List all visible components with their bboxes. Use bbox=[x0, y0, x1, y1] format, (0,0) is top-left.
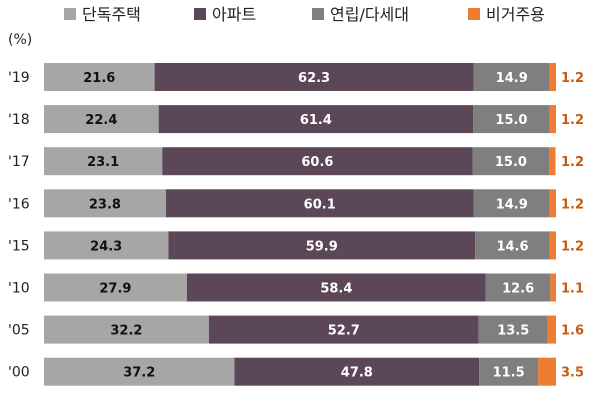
data-label-1-4: 1.2 bbox=[561, 71, 584, 86]
category-label-2: '18 bbox=[8, 112, 30, 128]
data-label-7-2: 52.7 bbox=[328, 324, 360, 339]
legend-swatch-4 bbox=[468, 8, 480, 20]
bar-segment-2-3 bbox=[473, 105, 550, 134]
data-label-5-4: 1.2 bbox=[561, 239, 584, 254]
bar-segment-7-3 bbox=[478, 315, 548, 344]
category-label-8: '00 bbox=[8, 365, 30, 381]
bar-segment-7-1 bbox=[44, 315, 209, 344]
legend-label-2: 아파트 bbox=[212, 5, 256, 24]
data-label-3-2: 60.6 bbox=[301, 155, 333, 170]
data-label-4-3: 14.9 bbox=[496, 197, 528, 212]
bar-segment-6-1 bbox=[44, 273, 187, 302]
bar-segment-5-2 bbox=[168, 231, 476, 260]
bar-segment-8-3 bbox=[479, 357, 539, 386]
bar-segment-6-2 bbox=[186, 273, 486, 302]
bar-segment-5-1 bbox=[44, 231, 169, 260]
bar-segment-3-4 bbox=[549, 147, 556, 176]
data-label-8-4: 3.5 bbox=[561, 366, 584, 381]
category-label-6: '10 bbox=[8, 281, 30, 297]
legend-label-4: 비거주용 bbox=[486, 5, 545, 24]
data-label-4-4: 1.2 bbox=[561, 197, 584, 212]
data-label-2-1: 22.4 bbox=[85, 113, 117, 128]
y-axis-ticks: '19 '18 '17 '16 '15 '10 '05 '00 bbox=[8, 70, 30, 381]
data-label-1-3: 14.9 bbox=[496, 71, 528, 86]
bar-segment-4-2 bbox=[165, 189, 474, 218]
bar-segment-8-2 bbox=[234, 357, 480, 386]
data-label-1-1: 21.6 bbox=[83, 71, 115, 86]
legend-label-3: 연립/다세대 bbox=[330, 5, 409, 24]
data-label-6-1: 27.9 bbox=[99, 282, 131, 297]
data-label-7-1: 32.2 bbox=[110, 324, 142, 339]
bar-segment-8-1 bbox=[44, 357, 235, 386]
data-label-6-4: 1.1 bbox=[561, 282, 584, 297]
legend-label-1: 단독주택 bbox=[82, 5, 141, 24]
data-label-2-4: 1.2 bbox=[561, 113, 584, 128]
bar-segment-5-4 bbox=[549, 231, 556, 260]
legend-swatch-2 bbox=[194, 8, 206, 20]
data-label-5-3: 14.6 bbox=[496, 239, 528, 254]
bar-segment-3-1 bbox=[44, 147, 163, 176]
data-label-2-3: 15.0 bbox=[495, 113, 527, 128]
bar-segment-2-2 bbox=[158, 105, 474, 134]
data-label-8-3: 11.5 bbox=[493, 366, 525, 381]
data-label-2-2: 61.4 bbox=[300, 113, 332, 128]
category-label-3: '17 bbox=[8, 154, 30, 170]
data-label-3-3: 15.0 bbox=[495, 155, 527, 170]
data-label-4-1: 23.8 bbox=[89, 197, 121, 212]
category-label-1: '19 bbox=[8, 70, 30, 86]
legend: 단독주택 아파트 연립/다세대 비거주용 bbox=[64, 5, 545, 24]
bar-segment-3-3 bbox=[472, 147, 550, 176]
bar-segment-5-3 bbox=[475, 231, 550, 260]
legend-item-1: 단독주택 bbox=[64, 5, 141, 24]
category-label-4: '16 bbox=[8, 196, 30, 212]
legend-swatch-3 bbox=[312, 8, 324, 20]
data-label-1-2: 62.3 bbox=[298, 71, 330, 86]
bar-segment-1-2 bbox=[154, 63, 474, 91]
data-label-7-4: 1.6 bbox=[561, 324, 584, 339]
data-label-6-3: 12.6 bbox=[502, 282, 534, 297]
bar-segment-1-1 bbox=[44, 63, 155, 91]
data-label-4-2: 60.1 bbox=[304, 197, 336, 212]
bar-segment-8-4 bbox=[538, 357, 556, 386]
bar-segment-4-3 bbox=[473, 189, 550, 218]
data-labels: 21.6 62.3 14.9 1.2 22.4 61.4 15.0 1.2 23.1 60.6 15… bbox=[83, 71, 584, 381]
data-label-8-2: 47.8 bbox=[341, 366, 373, 381]
category-label-7: '05 bbox=[8, 323, 30, 339]
bar-segment-2-4 bbox=[549, 105, 556, 134]
bars bbox=[44, 63, 556, 386]
unit-label: (%) bbox=[8, 32, 32, 48]
data-label-5-2: 59.9 bbox=[306, 239, 338, 254]
bar-segment-1-4 bbox=[549, 63, 556, 91]
data-label-7-3: 13.5 bbox=[497, 324, 529, 339]
data-label-3-4: 1.2 bbox=[561, 155, 584, 170]
bar-segment-3-2 bbox=[162, 147, 473, 176]
data-label-5-1: 24.3 bbox=[90, 239, 122, 254]
legend-item-3: 연립/다세대 bbox=[312, 5, 409, 24]
bar-segment-6-3 bbox=[485, 273, 551, 302]
bar-segment-7-4 bbox=[547, 315, 556, 344]
legend-item-2: 아파트 bbox=[194, 5, 256, 24]
category-label-5: '15 bbox=[8, 238, 30, 254]
data-label-3-1: 23.1 bbox=[87, 155, 119, 170]
bar-segment-1-3 bbox=[473, 63, 550, 91]
data-label-6-2: 58.4 bbox=[320, 282, 352, 297]
data-label-8-1: 37.2 bbox=[123, 366, 155, 381]
legend-item-4: 비거주용 bbox=[468, 5, 545, 24]
bar-segment-4-1 bbox=[44, 189, 166, 218]
bar-segment-6-4 bbox=[550, 273, 556, 302]
legend-swatch-1 bbox=[64, 8, 76, 20]
bar-segment-7-2 bbox=[208, 315, 479, 344]
bar-segment-2-1 bbox=[44, 105, 159, 134]
bar-segment-4-4 bbox=[549, 189, 556, 218]
